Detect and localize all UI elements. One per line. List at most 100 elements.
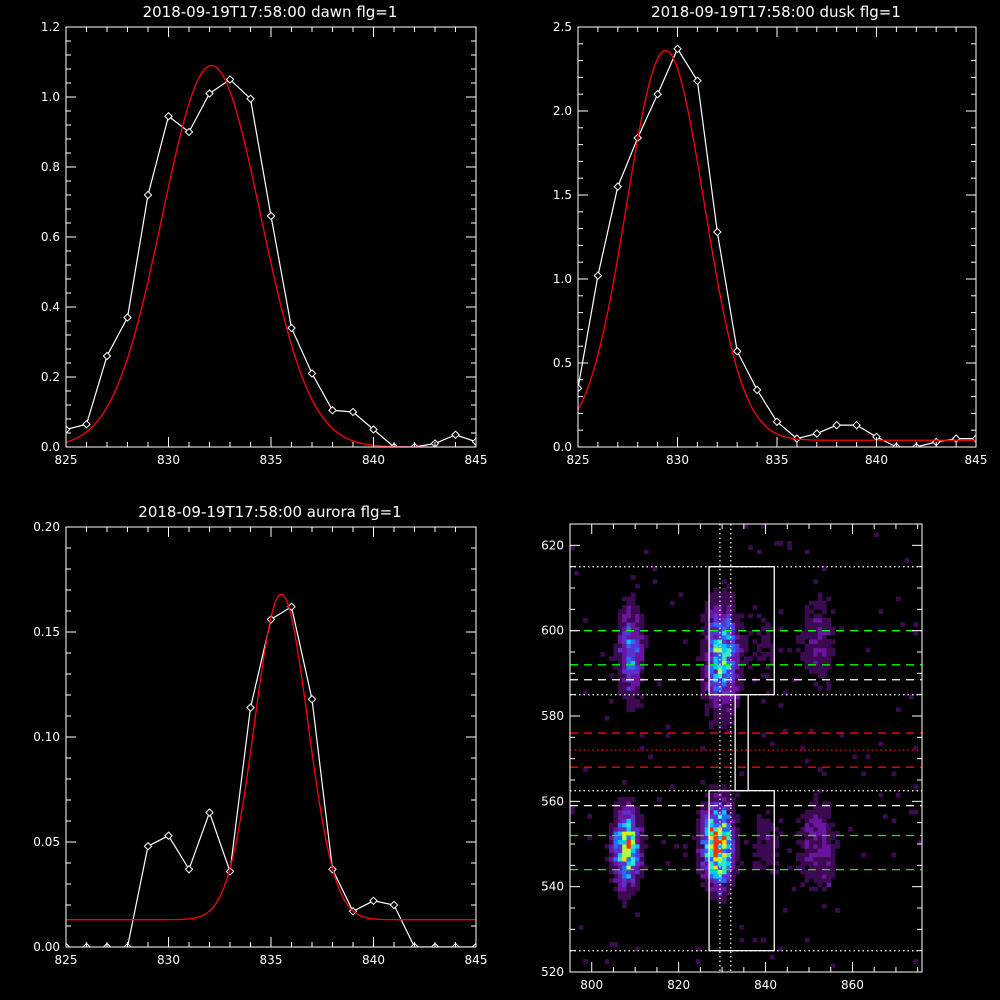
heatmap-pixel	[826, 686, 832, 691]
heatmap-pixel	[730, 703, 736, 708]
y-tick-label: 0.2	[41, 370, 60, 384]
heatmap-pixel	[826, 861, 832, 866]
heatmap-pixel	[809, 617, 814, 623]
heatmap-pixel	[635, 673, 640, 678]
heatmap-pixel	[722, 579, 727, 585]
heatmap-pixel	[713, 848, 719, 853]
heatmap-pixel	[630, 656, 636, 661]
heatmap-pixel	[761, 643, 766, 649]
heatmap-pixel	[617, 869, 623, 875]
heatmap-pixel	[635, 805, 640, 811]
heatmap-pixel	[639, 869, 645, 875]
heatmap-pixel	[865, 647, 871, 653]
heatmap-pixel	[735, 677, 740, 683]
aurora-title: 2018-09-19T17:58:00 aurora flg=1	[138, 503, 401, 521]
heatmap-pixel	[635, 873, 640, 879]
heatmap-pixel	[726, 890, 732, 896]
heatmap-pixel	[722, 707, 727, 713]
heatmap-pixel	[822, 844, 827, 849]
heatmap-pixel	[626, 861, 632, 866]
heatmap-pixel	[700, 801, 706, 806]
heatmap-pixel	[704, 814, 710, 819]
heatmap-pixel	[735, 826, 740, 832]
heatmap-pixel	[795, 831, 801, 836]
heatmap-pixel	[735, 869, 740, 875]
heatmap-pixel	[700, 882, 706, 888]
heatmap-pixel	[626, 681, 632, 687]
heatmap-pixel	[761, 844, 766, 849]
heatmap-pixel	[809, 865, 814, 870]
heatmap-pixel	[639, 660, 645, 666]
heatmap-pixel	[617, 886, 623, 892]
heatmap-pixel	[804, 617, 810, 623]
heatmap-pixel	[730, 797, 736, 802]
heatmap-pixel	[682, 639, 688, 644]
heatmap-pixel	[609, 869, 614, 875]
heatmap-pixel	[713, 784, 719, 789]
heatmap-pixel	[635, 856, 640, 862]
heatmap-pixel	[617, 890, 623, 896]
heatmap-pixel	[769, 954, 775, 960]
heatmap-pixel	[800, 844, 806, 849]
heatmap-pixel	[617, 861, 623, 866]
heatmap-pixel	[700, 873, 706, 879]
heatmap-pixel	[826, 835, 832, 841]
heatmap-pixel	[696, 826, 701, 832]
heatmap-pixel	[570, 809, 575, 815]
heatmap-pixel	[617, 660, 623, 666]
heatmap-pixel	[826, 643, 832, 649]
heatmap-pixel	[756, 818, 762, 824]
heatmap-pixel	[626, 613, 632, 619]
heatmap-pixel	[639, 856, 645, 862]
heatmap-pixel	[756, 844, 762, 849]
heatmap-pixel	[743, 660, 749, 666]
heatmap-pixel	[730, 844, 736, 849]
heatmap-pixel	[726, 592, 732, 597]
heatmap-pixel	[726, 656, 732, 661]
heatmap-pixel	[826, 831, 832, 836]
heatmap-pixel	[709, 698, 714, 704]
heatmap-pixel	[804, 643, 810, 649]
heatmap-pixel	[822, 814, 827, 819]
heatmap-pixel	[817, 767, 823, 772]
heatmap-pixel	[617, 639, 623, 644]
heatmap-pixel	[622, 609, 627, 614]
heatmap-pixel	[704, 600, 710, 606]
heatmap-pixel	[765, 690, 771, 696]
heatmap-pixel	[826, 664, 832, 670]
heatmap-pixel	[722, 784, 727, 789]
heatmap-pixel	[817, 647, 823, 653]
heatmap-pixel	[722, 852, 727, 858]
heatmap-pixel	[830, 630, 836, 636]
x-tick-label: 845	[465, 953, 488, 967]
heatmap-pixel	[639, 848, 645, 853]
heatmap-pixel	[709, 647, 714, 653]
data-point-marker	[852, 420, 861, 430]
heatmap-pixel	[626, 596, 632, 602]
heatmap-pixel	[830, 652, 836, 657]
heatmap-pixel	[617, 626, 623, 632]
heatmap-pixel	[639, 626, 645, 632]
heatmap-pixel	[713, 805, 719, 811]
y-tick-label: 0.8	[41, 160, 60, 174]
heatmap-pixel	[817, 664, 823, 670]
heatmap-pixel	[622, 690, 627, 696]
heatmap-pixel	[722, 592, 727, 597]
y-tick-label: 620	[541, 538, 564, 552]
heatmap-pixel	[726, 869, 732, 875]
heatmap-pixel	[809, 835, 814, 841]
heatmap-pixel	[630, 852, 636, 858]
heatmap-pixel	[635, 861, 640, 866]
x-tick-label: 825	[55, 453, 78, 467]
heatmap-pixel	[622, 681, 627, 687]
heatmap-pixel	[752, 865, 758, 870]
heatmap-pixel	[622, 617, 627, 623]
heatmap-pixel	[609, 844, 614, 849]
heatmap-pixel	[730, 622, 736, 627]
heatmap-pixel	[735, 703, 740, 708]
heatmap-pixel	[913, 745, 919, 751]
heatmap-pixel	[730, 647, 736, 653]
heatmap-pixel	[756, 822, 762, 828]
heatmap-pixel	[639, 852, 645, 858]
heatmap-pixel	[617, 839, 623, 845]
